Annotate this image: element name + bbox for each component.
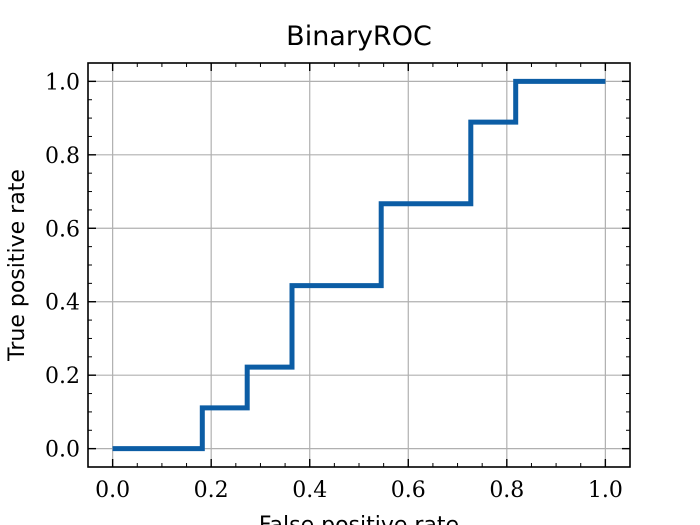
x-tick-label: 0.8 (489, 478, 524, 503)
y-tick-label: 0.6 (45, 217, 80, 242)
x-tick-label: 0.4 (292, 478, 327, 503)
x-tick-label: 1.0 (588, 478, 623, 503)
y-tick-label: 0.2 (45, 364, 80, 389)
y-tick-label: 0.8 (45, 144, 80, 169)
x-tick-label: 0.0 (95, 478, 130, 503)
chart-title: BinaryROC (286, 21, 432, 52)
y-tick-label: 0.4 (45, 291, 80, 316)
grid-layer (88, 63, 630, 467)
series-layer (112, 78, 606, 452)
y-axis-label: True positive rate (5, 169, 30, 362)
x-tick-label: 0.2 (194, 478, 229, 503)
roc-curve (112, 78, 606, 452)
y-tick-label: 0.0 (45, 438, 80, 463)
tick-layer: 0.0 0.2 0.4 0.6 0.8 1.0 0.0 0.2 0.4 0.6 0.8 1.0 (45, 63, 630, 503)
x-axis-label: False positive rate (259, 513, 459, 525)
x-tick-label: 0.6 (391, 478, 426, 503)
y-tick-label: 1.0 (45, 70, 80, 95)
plot-frame (87, 62, 631, 468)
